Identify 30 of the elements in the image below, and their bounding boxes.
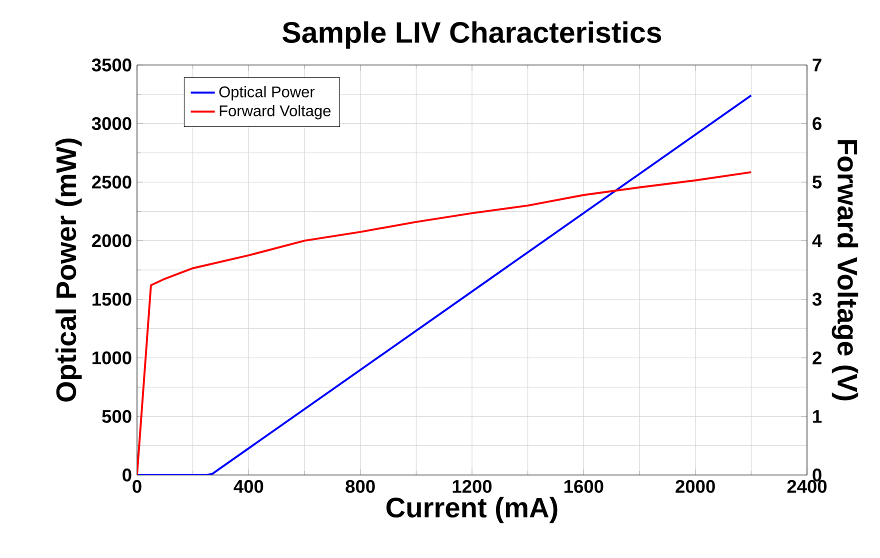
y2-tick-label: 2 [812, 351, 822, 364]
legend-label: Forward Voltage [220, 104, 331, 120]
y2-tick-label: 1 [813, 410, 822, 423]
y-tick-label: 3000 [92, 117, 132, 130]
y2-tick-label: 5 [812, 176, 822, 189]
y2-tick-label: 6 [812, 117, 822, 130]
x-tick-label: 2000 [676, 480, 715, 493]
y-tick-label: 500 [102, 410, 132, 423]
y2-tick-label: 7 [812, 58, 822, 72]
x-tick-label: 2400 [787, 480, 827, 493]
y-tick-label: 1000 [92, 351, 132, 364]
y-tick-label: 1500 [92, 292, 132, 306]
y2-axis-title: Forward Voltage (V) [832, 140, 858, 400]
chart-title: Sample LIV Characteristics [282, 21, 662, 49]
y-tick-label: 0 [122, 468, 132, 482]
x-tick-label: 1200 [452, 480, 492, 493]
y-tick-label: 2000 [92, 234, 132, 248]
legend-label: Optical Power [219, 86, 315, 100]
x-tick-label: 1600 [564, 480, 604, 493]
x-tick-label: 0 [132, 480, 142, 493]
y2-tick-label: 4 [812, 234, 822, 247]
x-axis-title: Current (mA) [386, 496, 558, 524]
line-series [137, 171, 752, 475]
y-tick-label: 3500 [92, 58, 132, 72]
y2-tick-label: 3 [812, 292, 822, 306]
x-tick-label: 400 [234, 480, 264, 493]
y-tick-label: 2500 [92, 176, 132, 189]
y2-tick-label: 0 [812, 468, 822, 482]
x-tick-label: 800 [346, 480, 375, 493]
y-axis-title: Optical Power (mW) [56, 138, 82, 402]
